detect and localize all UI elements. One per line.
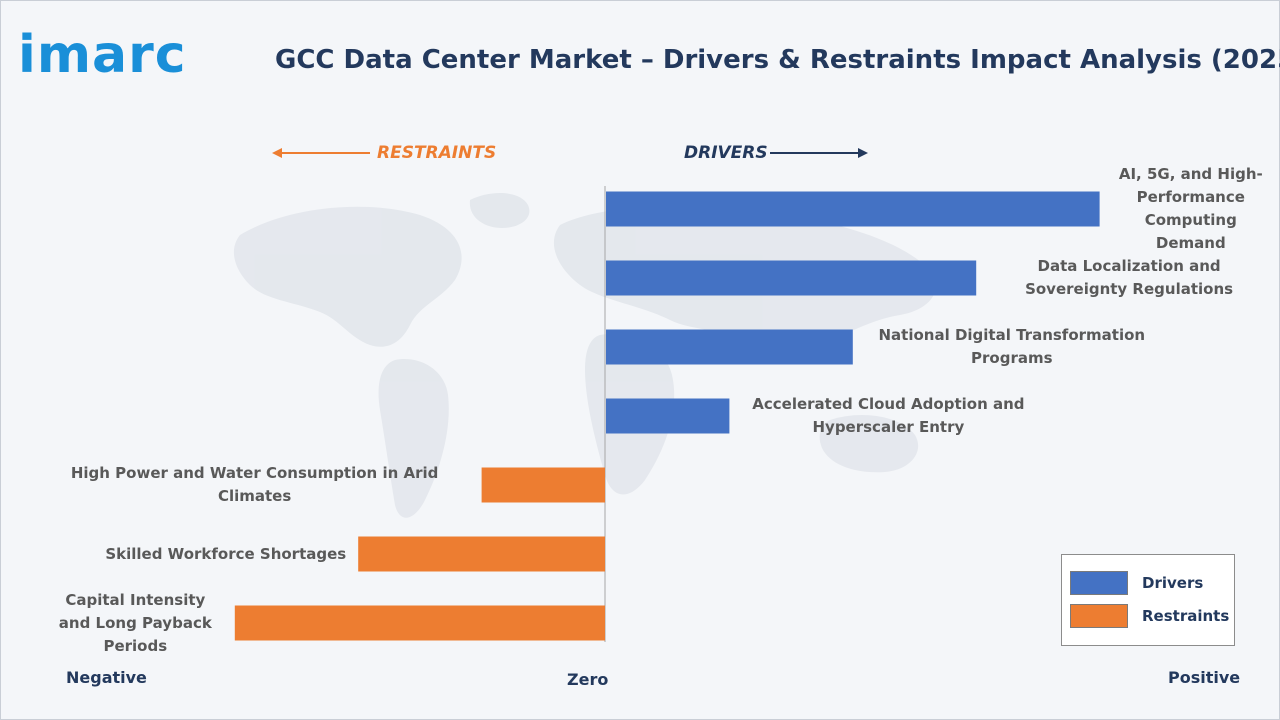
restraints-direction-label: RESTRAINTS (377, 143, 497, 163)
chart-title: GCC Data Center Market – Drivers & Restr… (275, 45, 1280, 75)
category-label-3: Accelerated Cloud Adoption and Hyperscal… (752, 395, 1025, 436)
left-arrow-icon (272, 148, 370, 158)
category-label-4: High Power and Water Consumption in Arid… (70, 464, 439, 505)
drivers-direction-label: DRIVERS (684, 143, 768, 163)
bar-driver-2 (606, 329, 853, 365)
bar-driver-0 (606, 191, 1100, 227)
axis-label-zero: Zero (567, 670, 609, 689)
imarc-logo: imarc (18, 25, 187, 85)
bar-driver-3 (606, 398, 730, 434)
legend: Drivers Restraints (1061, 554, 1235, 646)
category-label-0: AI, 5G, and High-Performance Computing D… (1118, 165, 1263, 252)
axis-label-negative: Negative (66, 668, 147, 687)
bar-restraint-4 (481, 467, 605, 503)
legend-swatch-restraints (1070, 604, 1128, 628)
bar-restraint-6 (234, 605, 606, 641)
category-label-2: National Digital Transformation Programs (878, 326, 1146, 367)
axis-label-positive: Positive (1168, 668, 1241, 687)
bar-restraint-5 (358, 536, 605, 572)
legend-label-drivers: Drivers (1142, 574, 1204, 592)
legend-label-restraints: Restraints (1142, 607, 1230, 625)
bar-driver-1 (606, 260, 977, 296)
legend-swatch-drivers (1070, 571, 1128, 595)
right-arrow-icon (770, 148, 868, 158)
category-label-5: Skilled Workforce Shortages (105, 544, 347, 563)
category-label-6: Capital Intensity and Long Payback Perio… (58, 590, 212, 655)
category-label-1: Data Localization and Sovereignty Regula… (1025, 257, 1234, 298)
